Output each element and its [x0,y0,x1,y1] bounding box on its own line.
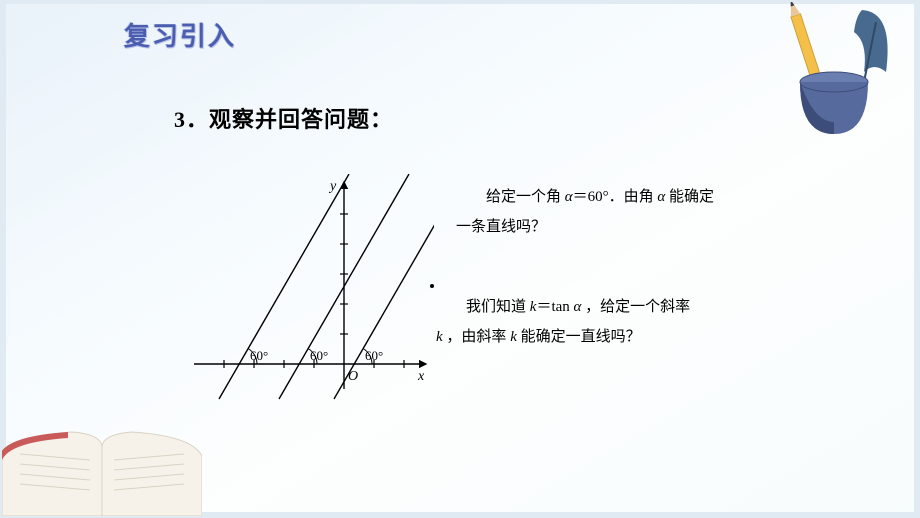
x-axis-label: x [417,369,425,384]
bullet-dot [430,284,434,288]
paragraph-1: 给定一个角 α＝60°．由角 α 能确定一条直线吗？ [456,182,716,242]
book-icon [2,386,202,516]
var-k: k [510,329,517,345]
question-title: 3．观察并回答问题： [174,102,393,134]
question-text: 观察并回答问题： [209,107,393,132]
angle-label-1: 60° [250,348,268,363]
section-header: 复习引入 [124,16,236,53]
coordinate-diagram: 60° 60° 60° x y O [174,174,434,404]
angle-label-2: 60° [310,348,328,363]
var-alpha: α [565,189,573,205]
question-number: 3． [174,107,209,132]
y-axis-label: y [328,179,337,194]
angle-label-3: 60° [365,348,383,363]
origin-label: O [348,369,358,384]
parallel-lines [219,174,434,399]
paragraph-2: 我们知道 k＝tan α ，给定一个斜率 k ，由斜率 k 能确定一直线吗？ [436,292,696,352]
var-k: k [436,329,443,345]
pen-cup-icon [744,2,904,152]
